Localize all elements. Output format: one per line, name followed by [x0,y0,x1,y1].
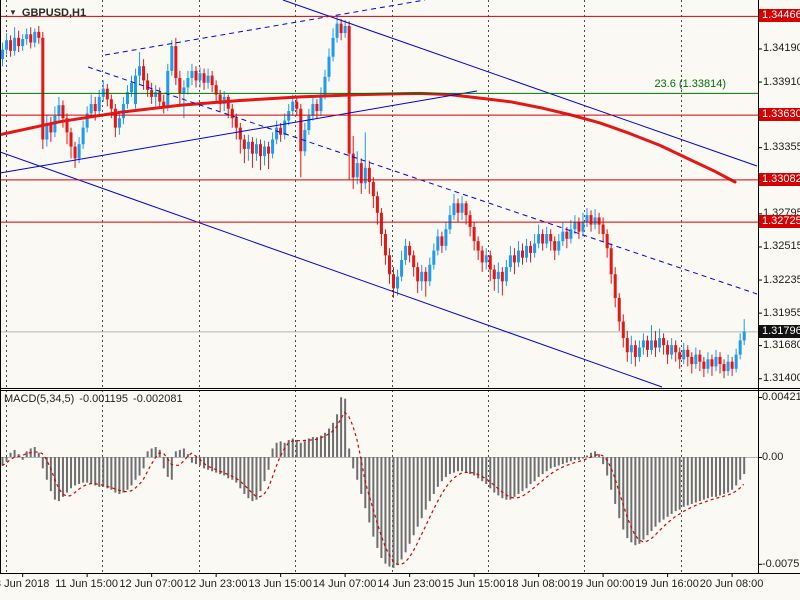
price-level-badge: 1.33082 [759,172,800,186]
pane-borders [0,0,800,577]
symbol-timeframe-label[interactable]: ▼ GBPUSD,H1 [9,7,86,19]
price-level-badge: 1.33630 [759,108,800,122]
indicator-pane [0,397,758,568]
symbol-label-text: GBPUSD,H1 [21,7,87,19]
time-axis-label: 18 Jun 08:00 [506,578,570,590]
price-axis-tick-label: 1.32515 [763,240,800,253]
time-axis-label: 15 Jun 15:00 [441,578,506,590]
trendline-ascending-dashed [104,0,426,56]
time-axis-label: 19 Jun 00:00 [570,578,635,590]
indicator-axis-label: 0.00 [762,451,784,463]
candles [1,15,746,379]
price-axis-tick-label: 1.32235 [763,273,800,286]
price-axis-tick-label: 1.33910 [763,75,800,88]
macd-signal-line [1,411,745,566]
price-axis-tick-label: 1.31680 [763,339,800,352]
time-axis-label: 20 Jun 08:00 [699,578,764,590]
indicator-name: MACD(5,34,5) [4,393,75,405]
price-pane [0,0,758,388]
price-level-badge: 1.32725 [759,215,800,229]
moving-average-line [0,91,737,184]
time-axis-label: 14 Jun 07:00 [312,578,377,590]
chevron-down-icon: ▼ [9,8,17,17]
time-axis-label: 19 Jun 16:00 [635,578,699,590]
indicator-signal-value: -0.002081 [133,393,183,405]
trendline-ascending-support [0,90,478,174]
indicator-value: -0.001195 [79,393,129,405]
trendline-descending-channel-upper [282,0,758,167]
time-axis-label: 12 Jun 07:00 [119,578,183,590]
time-axis-label: 13 Jun 15:00 [248,578,312,590]
indicator-axis-label: 0.004219 [762,390,800,403]
time-axis-label: 12 Jun 23:00 [183,578,248,590]
price-axis-tick-label: 1.31955 [763,306,800,319]
trendline-descending-dashed [87,66,758,295]
fibonacci-level-label: 23.6 (1.33814) [654,77,726,90]
time-axis-label: 8 Jun 2018 [0,578,50,590]
indicator-label: MACD(5,34,5) -0.001195 -0.002081 [4,393,188,405]
time-axis-label: 11 Jun 15:00 [55,578,119,590]
price-level-badge: 1.34466 [759,9,800,23]
price-axis-tick-label: 1.31400 [763,372,800,385]
time-axis-label: 14 Jun 23:00 [377,578,441,590]
indicator-axis-label: -0.007511 [762,557,800,570]
price-level-badge: 1.31796 [759,324,800,338]
price-axis-tick-label: 1.34190 [763,42,800,55]
trendline-descending-channel-lower [0,151,663,388]
price-axis-tick-label: 1.33355 [763,141,800,154]
